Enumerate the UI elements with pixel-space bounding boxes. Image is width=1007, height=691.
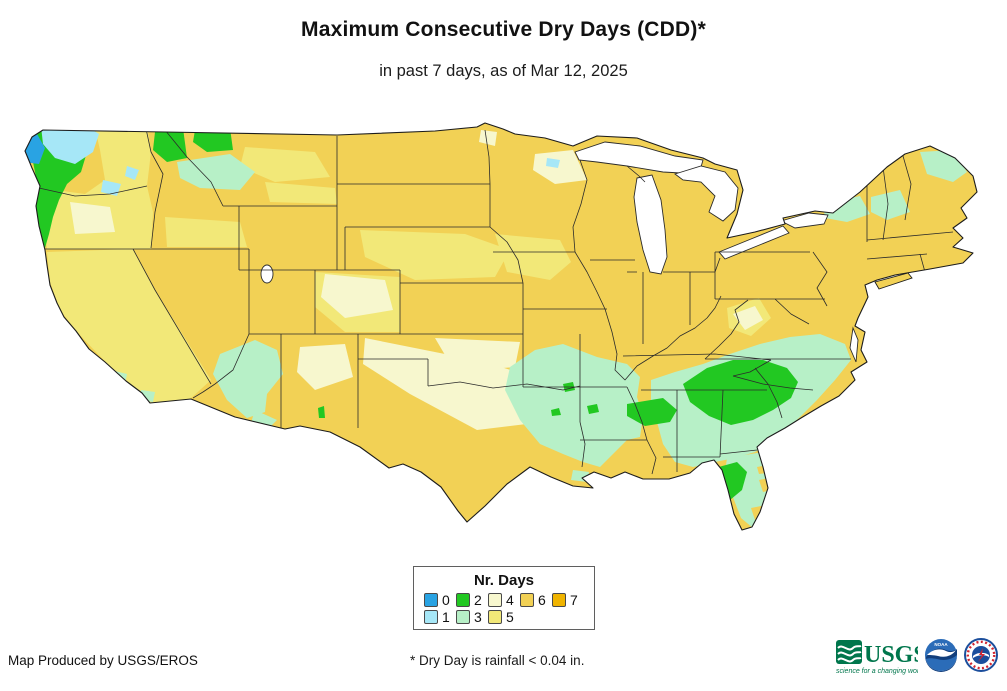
legend-item-5: 5 [488,610,520,624]
legend-item-7: 7 [552,593,584,607]
conus-map-svg [24,122,978,531]
lake-ontario [779,212,829,229]
swatch-1 [424,610,438,624]
map-legend: Nr. Days 0 2 4 6 7 1 3 5 [413,566,595,630]
legend-title: Nr. Days [473,572,535,589]
map-credit: Map Produced by USGS/EROS [8,653,198,668]
legend-item-4: 4 [488,593,520,607]
swatch-2 [456,593,470,607]
legend-item-1: 1 [424,610,456,624]
swatch-0 [424,593,438,607]
nws-logo [964,638,998,672]
legend-item-0: 0 [424,593,456,607]
legend-item-2: 2 [456,593,488,607]
usgs-logo: USGS science for a changing world [836,640,918,675]
great-lakes [260,141,859,363]
usgs-wave-icon [836,640,862,664]
legend-item-3: 3 [456,610,488,624]
agency-logos: USGS science for a changing world NOAA [836,638,1001,678]
swatch-4 [488,593,502,607]
lake-huron [674,165,739,222]
noaa-logo: NOAA [925,639,957,672]
nws-lightning-icon [978,648,985,662]
legend-grid: 0 2 4 6 7 1 3 5 [414,593,594,624]
page-subtitle: in past 7 days, as of Mar 12, 2025 [379,62,628,80]
us-drought-map [15,122,985,542]
swatch-3 [456,610,470,624]
noaa-label: NOAA [934,642,948,647]
usgs-tagline: science for a changing world [836,668,918,675]
state-boundaries [38,123,954,475]
nws-ring-text [966,640,996,670]
lake-erie [718,225,790,260]
legend-item-6: 6 [520,593,552,607]
dry-4-days-layer [70,130,763,430]
swatch-5 [488,610,502,624]
swatch-6 [520,593,534,607]
swatch-7 [552,593,566,607]
dry-day-footnote: * Dry Day is rainfall < 0.04 in. [410,653,585,668]
dry-1-day-layer [41,124,560,196]
long-island [874,272,913,290]
great-salt-lake [260,264,274,284]
usgs-wordmark: USGS [864,642,918,668]
page-title: Maximum Consecutive Dry Days (CDD)* [301,18,706,41]
chesapeake-bay [849,326,859,363]
lake-michigan [633,174,668,275]
